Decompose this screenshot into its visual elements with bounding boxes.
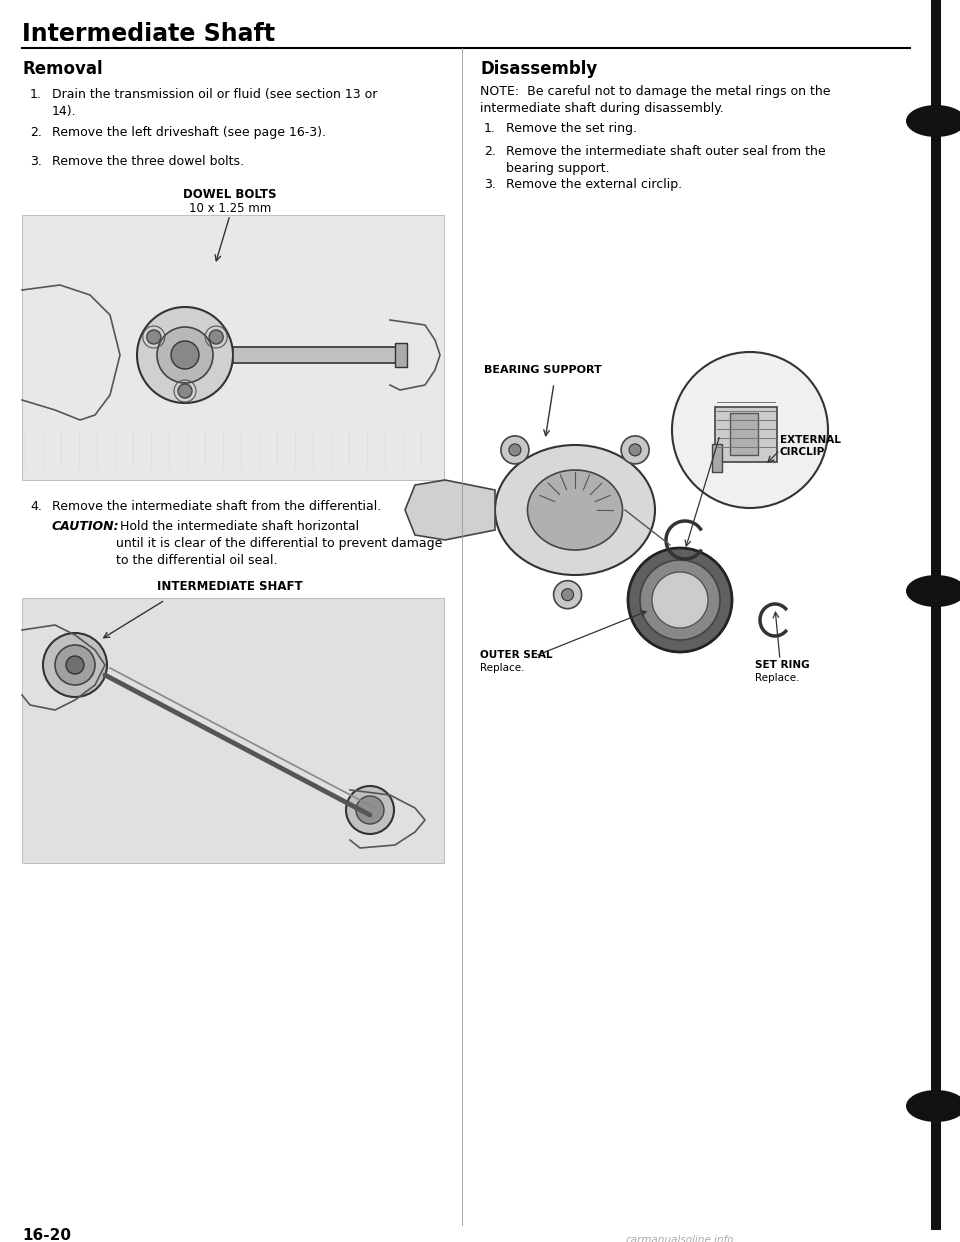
Polygon shape	[405, 479, 495, 540]
Text: 2.: 2.	[484, 145, 496, 158]
Circle shape	[66, 656, 84, 674]
Circle shape	[628, 548, 732, 652]
Text: SET RING: SET RING	[755, 660, 809, 669]
Text: 16-20: 16-20	[22, 1228, 71, 1242]
Circle shape	[171, 342, 199, 369]
Text: Remove the intermediate shaft outer seal from the
bearing support.: Remove the intermediate shaft outer seal…	[506, 145, 826, 175]
Text: CAUTION:: CAUTION:	[52, 520, 120, 533]
Bar	[22, 597, 444, 863]
Bar	[22, 215, 444, 479]
Text: DOWEL BOLTS: DOWEL BOLTS	[183, 188, 276, 201]
Circle shape	[346, 786, 394, 833]
Text: Replace.: Replace.	[755, 673, 800, 683]
Bar	[395, 343, 407, 366]
Text: BEARING SUPPORT: BEARING SUPPORT	[484, 365, 602, 375]
Text: Remove the left driveshaft (see page 16-3).: Remove the left driveshaft (see page 16-…	[52, 125, 326, 139]
Circle shape	[209, 330, 223, 344]
Text: NOTE:  Be careful not to damage the metal rings on the
intermediate shaft during: NOTE: Be careful not to damage the metal…	[480, 84, 830, 116]
Circle shape	[652, 573, 708, 628]
Text: 1.: 1.	[30, 88, 42, 101]
Text: INTERMEDIATE SHAFT: INTERMEDIATE SHAFT	[157, 580, 302, 592]
Text: Remove the external circlip.: Remove the external circlip.	[506, 178, 683, 191]
Circle shape	[43, 633, 107, 697]
Ellipse shape	[527, 469, 622, 550]
Bar	[730, 414, 758, 455]
Circle shape	[621, 436, 649, 465]
Circle shape	[672, 351, 828, 508]
Ellipse shape	[906, 1090, 960, 1122]
Text: Removal: Removal	[22, 60, 103, 78]
Text: Remove the set ring.: Remove the set ring.	[506, 122, 637, 135]
Circle shape	[501, 436, 529, 465]
Text: Remove the intermediate shaft from the differential.: Remove the intermediate shaft from the d…	[52, 501, 381, 513]
Circle shape	[562, 589, 573, 601]
Text: 2.: 2.	[30, 125, 42, 139]
Text: Hold the intermediate shaft horizontal
until it is clear of the differential to : Hold the intermediate shaft horizontal u…	[116, 520, 443, 568]
Text: 3.: 3.	[30, 155, 42, 168]
Circle shape	[147, 330, 161, 344]
Text: 3.: 3.	[484, 178, 496, 191]
Bar	[715, 407, 777, 462]
Text: Remove the three dowel bolts.: Remove the three dowel bolts.	[52, 155, 244, 168]
Text: carmanualsoline.info: carmanualsoline.info	[626, 1235, 734, 1242]
Text: 4.: 4.	[30, 501, 42, 513]
Text: EXTERNAL
CIRCLIP: EXTERNAL CIRCLIP	[780, 435, 841, 457]
Ellipse shape	[495, 445, 655, 575]
Text: Intermediate Shaft: Intermediate Shaft	[22, 22, 276, 46]
Circle shape	[157, 327, 213, 383]
Ellipse shape	[906, 106, 960, 137]
Text: 10 x 1.25 mm: 10 x 1.25 mm	[189, 202, 271, 215]
Circle shape	[137, 307, 233, 402]
Ellipse shape	[906, 575, 960, 607]
Text: Disassembly: Disassembly	[480, 60, 597, 78]
Text: OUTER SEAL: OUTER SEAL	[480, 650, 553, 660]
Text: Replace.: Replace.	[480, 663, 524, 673]
Text: 1.: 1.	[484, 122, 496, 135]
Circle shape	[509, 443, 521, 456]
Circle shape	[55, 645, 95, 686]
Bar	[233, 347, 400, 363]
Bar	[712, 443, 722, 472]
Circle shape	[356, 796, 384, 823]
Circle shape	[629, 443, 641, 456]
Bar	[931, 0, 941, 1230]
Circle shape	[178, 384, 192, 397]
Circle shape	[554, 581, 582, 609]
Text: Drain the transmission oil or fluid (see section 13 or
14).: Drain the transmission oil or fluid (see…	[52, 88, 377, 118]
Circle shape	[640, 560, 720, 640]
